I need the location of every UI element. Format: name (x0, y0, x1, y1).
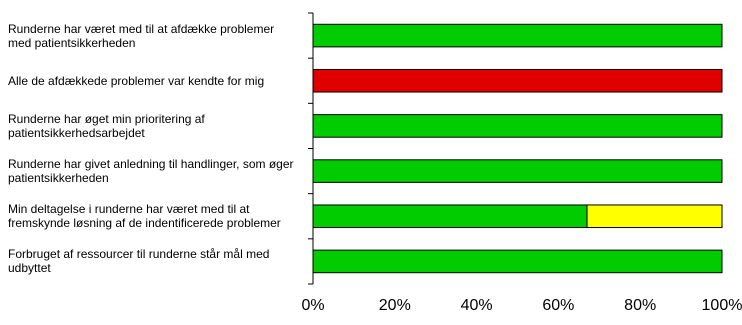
category-label: Forbruget af ressourcer til runderne stå… (8, 247, 270, 276)
bar-segment (312, 249, 723, 274)
category-label: Runderne har givet anledning til handlin… (8, 157, 294, 186)
bar-segment (586, 204, 723, 229)
x-tick-label: 100% (702, 297, 742, 314)
category-label: Alle de afdækkede problemer var kendte f… (8, 73, 265, 88)
category-label: Runderne har været med til at afdække pr… (8, 21, 275, 50)
x-tick-label: 80% (624, 297, 656, 314)
x-tick-label: 40% (461, 297, 493, 314)
bar-segment (312, 204, 588, 229)
category-label: Min deltagelse i runderne har været med … (8, 202, 281, 231)
bar-segment (312, 23, 723, 48)
x-tick-label: 0% (301, 297, 324, 314)
bar-segment (312, 159, 723, 183)
x-tick-label: 20% (379, 297, 411, 314)
bar-segment (312, 114, 723, 138)
category-label: Runderne har øget min prioritering af pa… (8, 111, 205, 140)
x-tick-label: 60% (542, 297, 574, 314)
bar-segment (312, 68, 723, 93)
